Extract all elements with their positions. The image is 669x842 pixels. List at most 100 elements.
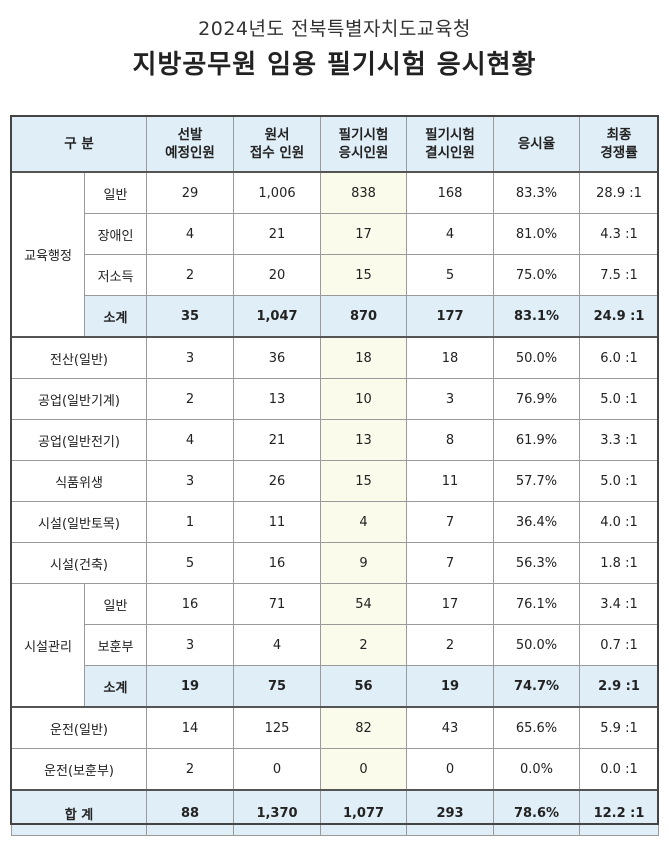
- header-category: 구 분: [10, 116, 148, 173]
- cell-planned: 3: [146, 336, 235, 379]
- row-label: 식품위생: [10, 460, 148, 502]
- cell-took: 82: [320, 706, 408, 749]
- row-label: 운전(보훈부): [10, 748, 148, 791]
- cell-applied: 0: [233, 748, 322, 791]
- cell-took: 1,077: [320, 789, 408, 836]
- table-row: 운전(보훈부) 2 0 0 0 0.0% 0.0 :1: [10, 748, 660, 791]
- subtotal-row: 소계 19 75 56 19 74.7% 2.9 :1: [12, 665, 660, 708]
- cell-took: 15: [320, 254, 408, 296]
- cell-final: 7.5 :1: [579, 254, 660, 296]
- cell-took: 10: [320, 378, 408, 420]
- cell-rate: 56.3%: [493, 542, 581, 584]
- cell-final: 0.7 :1: [579, 624, 660, 666]
- row-label: 일반: [83, 583, 148, 625]
- cell-planned: 88: [146, 789, 235, 836]
- cell-absent: 7: [406, 501, 495, 543]
- cell-planned: 2: [146, 748, 235, 791]
- cell-rate: 81.0%: [493, 213, 581, 255]
- cell-took: 2: [320, 624, 408, 666]
- cell-final: 28.9 :1: [579, 171, 660, 214]
- cell-rate: 75.0%: [493, 254, 581, 296]
- cell-took: 4: [320, 501, 408, 543]
- cell-rate: 74.7%: [493, 665, 581, 708]
- cell-absent: 0: [406, 748, 495, 791]
- row-label: 소계: [83, 295, 148, 338]
- row-label: 보훈부: [83, 624, 148, 666]
- cell-planned: 4: [146, 213, 235, 255]
- header-final: 최종 경쟁률: [579, 116, 660, 173]
- table-row: 전산(일반) 3 36 18 18 50.0% 6.0 :1: [10, 336, 660, 379]
- cell-final: 0.0 :1: [579, 748, 660, 791]
- cell-final: 5.0 :1: [579, 460, 660, 502]
- cell-applied: 125: [233, 706, 322, 749]
- cell-applied: 1,047: [233, 295, 322, 338]
- applicant-status-table: 구 분 선발 예정인원 원서 접수 인원 필기시험 응시인원 필기시험 결시인원 응시율…: [10, 116, 660, 836]
- cell-final: 6.0 :1: [579, 336, 660, 379]
- table-row: 시설(건축) 5 16 9 7 56.3% 1.8 :1: [10, 542, 660, 584]
- cell-planned: 16: [146, 583, 235, 625]
- table-row: 식품위생 3 26 15 11 57.7% 5.0 :1: [10, 460, 660, 502]
- cell-applied: 11: [233, 501, 322, 543]
- cell-took: 56: [320, 665, 408, 708]
- cell-took: 18: [320, 336, 408, 379]
- cell-rate: 83.3%: [493, 171, 581, 214]
- cell-applied: 26: [233, 460, 322, 502]
- cell-applied: 1,370: [233, 789, 322, 836]
- group-label-admin: 교육행정: [11, 171, 85, 338]
- cell-final: 5.0 :1: [579, 378, 660, 420]
- table-row: 저소득 2 20 15 5 75.0% 7.5 :1: [12, 254, 660, 296]
- cell-absent: 2: [406, 624, 495, 666]
- total-row: 합 계 88 1,370 1,077 293 78.6% 12.2 :1: [10, 789, 660, 836]
- table-row: 시설관리 일반 16 71 54 17 76.1% 3.4 :1: [11, 583, 660, 708]
- cell-absent: 3: [406, 378, 495, 420]
- table-row: 장애인 4 21 17 4 81.0% 4.3 :1: [12, 213, 660, 255]
- cell-rate: 50.0%: [493, 624, 581, 666]
- cell-final: 12.2 :1: [579, 789, 660, 836]
- cell-took: 870: [320, 295, 408, 338]
- cell-planned: 4: [146, 419, 235, 461]
- cell-applied: 13: [233, 378, 322, 420]
- cell-planned: 29: [146, 171, 235, 214]
- cell-rate: 0.0%: [493, 748, 581, 791]
- row-label: 공업(일반기계): [10, 378, 148, 420]
- cell-final: 4.3 :1: [579, 213, 660, 255]
- row-label: 저소득: [83, 254, 148, 296]
- cell-took: 0: [320, 748, 408, 791]
- cell-absent: 168: [406, 171, 495, 214]
- cell-final: 2.9 :1: [579, 665, 660, 708]
- table-header-row: 구 분 선발 예정인원 원서 접수 인원 필기시험 응시인원 필기시험 결시인원 응시율…: [10, 116, 660, 173]
- cell-applied: 16: [233, 542, 322, 584]
- cell-absent: 18: [406, 336, 495, 379]
- header-applied: 원서 접수 인원: [233, 116, 322, 173]
- row-label: 소계: [83, 665, 148, 708]
- cell-absent: 5: [406, 254, 495, 296]
- cell-applied: 21: [233, 419, 322, 461]
- cell-applied: 71: [233, 583, 322, 625]
- cell-rate: 76.9%: [493, 378, 581, 420]
- cell-took: 54: [320, 583, 408, 625]
- cell-applied: 21: [233, 213, 322, 255]
- cell-absent: 7: [406, 542, 495, 584]
- group-label-facility-mgmt: 시설관리: [11, 583, 85, 708]
- table-row: 교육행정 일반 29 1,006 838 168 83.3% 28.9 :1: [11, 171, 660, 338]
- table-row: 보훈부 3 4 2 2 50.0% 0.7 :1: [12, 624, 660, 666]
- cell-planned: 14: [146, 706, 235, 749]
- row-label: 시설(건축): [10, 542, 148, 584]
- cell-absent: 293: [406, 789, 495, 836]
- document-subtitle: 2024년도 전북특별자치도교육청: [198, 18, 471, 40]
- cell-took: 13: [320, 419, 408, 461]
- cell-absent: 8: [406, 419, 495, 461]
- header-rate: 응시율: [493, 116, 581, 173]
- cell-planned: 2: [146, 254, 235, 296]
- cell-absent: 4: [406, 213, 495, 255]
- cell-planned: 35: [146, 295, 235, 338]
- cell-final: 1.8 :1: [579, 542, 660, 584]
- cell-rate: 57.7%: [493, 460, 581, 502]
- cell-absent: 177: [406, 295, 495, 338]
- row-label: 공업(일반전기): [10, 419, 148, 461]
- cell-final: 4.0 :1: [579, 501, 660, 543]
- cell-absent: 11: [406, 460, 495, 502]
- cell-rate: 50.0%: [493, 336, 581, 379]
- cell-applied: 1,006: [233, 171, 322, 214]
- cell-rate: 65.6%: [493, 706, 581, 749]
